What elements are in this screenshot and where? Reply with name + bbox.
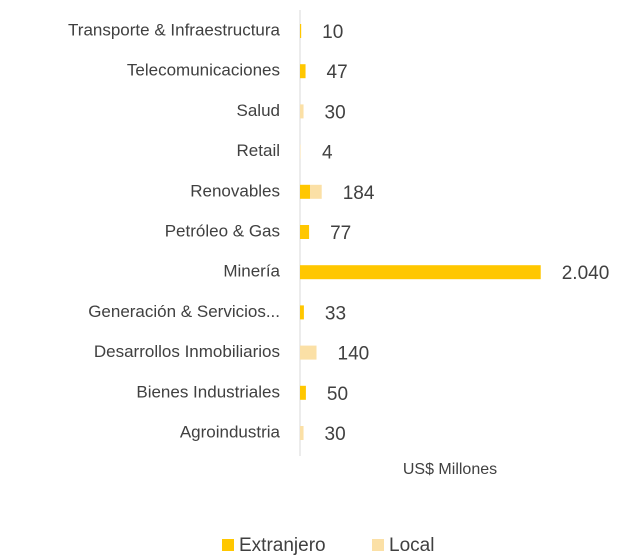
y-tick-label: Minería — [223, 262, 280, 281]
y-tick-label: Salud — [237, 101, 280, 120]
bar-segment — [300, 345, 317, 360]
y-tick-label: Telecomunicaciones — [127, 61, 280, 80]
bar-segment — [300, 64, 306, 79]
y-tick-label: Desarrollos Inmobiliarios — [94, 342, 280, 361]
legend-label: Local — [389, 535, 434, 556]
legend-swatch — [372, 539, 384, 551]
bar-segment — [300, 225, 310, 239]
total-label: 2.040 — [562, 263, 610, 284]
total-label: 50 — [327, 384, 348, 405]
y-tick-label: Transporte & Infraestructura — [68, 20, 281, 39]
total-label: 47 — [327, 62, 348, 83]
y-tick-label: Renovables — [190, 181, 280, 200]
legend-swatch — [222, 539, 234, 551]
bar-segment — [300, 24, 302, 38]
bar-segment — [300, 426, 304, 440]
y-tick-label: Bienes Industriales — [136, 382, 280, 401]
bar-segment — [300, 184, 311, 199]
total-label: 30 — [325, 102, 346, 123]
total-label: 10 — [322, 22, 343, 43]
bar-segment — [300, 104, 304, 119]
legend-label: Extranjero — [239, 535, 326, 556]
total-label: 4 — [322, 143, 333, 164]
total-label: 30 — [325, 424, 346, 445]
total-label: 77 — [330, 223, 351, 244]
bar-segment — [310, 184, 322, 199]
x-axis-label: US$ Millones — [403, 461, 497, 478]
bar-segment — [300, 265, 541, 280]
y-tick-label: Retail — [237, 141, 280, 160]
bar-segment — [300, 305, 304, 320]
bar-segment — [300, 385, 306, 400]
total-label: 33 — [325, 303, 346, 324]
y-tick-label: Petróleo & Gas — [165, 221, 280, 240]
y-tick-label: Generación & Servicios... — [88, 302, 280, 321]
total-label: 140 — [338, 344, 370, 365]
total-label: 184 — [343, 183, 375, 204]
y-tick-label: Agroindustria — [180, 422, 281, 441]
